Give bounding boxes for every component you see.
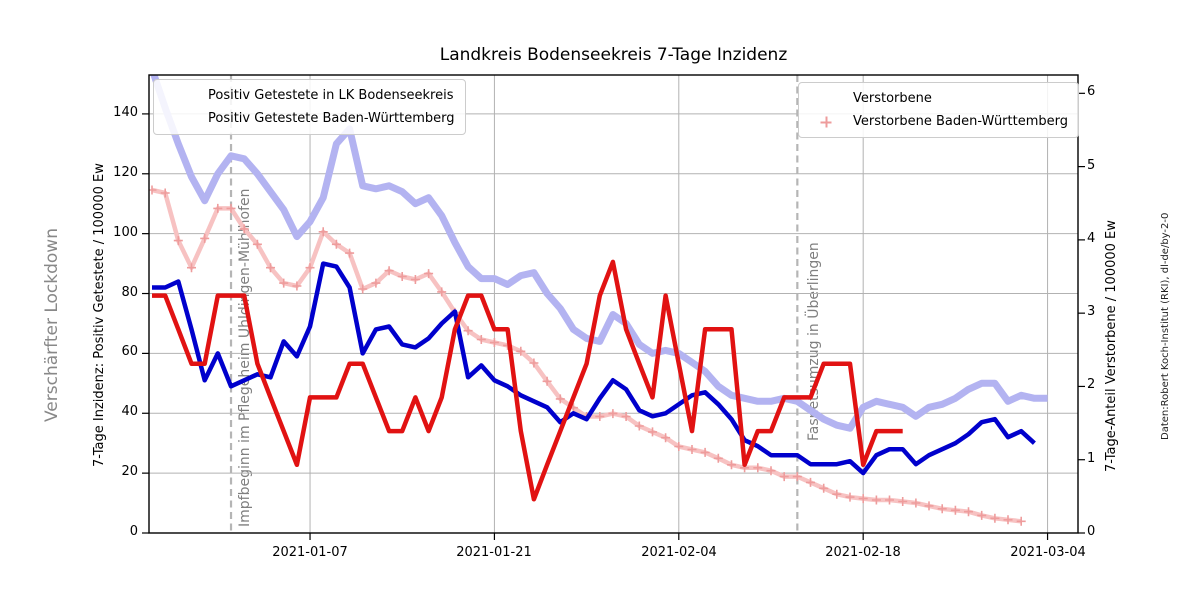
y-axis-label-left: 7-Tage Inzidenz: Positiv Getestete / 100… bbox=[92, 163, 107, 467]
chart-canvas bbox=[142, 74, 1085, 540]
line-swatch-pink bbox=[809, 116, 843, 127]
x-tick-date: 2021-01-07 bbox=[272, 545, 348, 560]
y-tick-left: 120 bbox=[113, 165, 138, 180]
y-tick-left: 20 bbox=[121, 464, 138, 479]
series-line-lk-deaths bbox=[152, 259, 903, 502]
line-swatch-lightblue bbox=[164, 115, 198, 122]
series-line-bw-incidence bbox=[150, 75, 1048, 432]
legend-item-bw-incidence: Positiv Getestete Baden-Württemberg bbox=[164, 111, 455, 126]
legend-item-lk-bodenseekreis: Positiv Getestete in LK Bodenseekreis bbox=[164, 88, 455, 103]
y-tick-right: 2 bbox=[1087, 377, 1096, 392]
x-tick-date: 2021-02-04 bbox=[641, 545, 717, 560]
y-tick-right: 6 bbox=[1087, 84, 1096, 99]
plus-markers-bw-deaths bbox=[149, 185, 1026, 526]
plus-marker-icon bbox=[820, 116, 832, 127]
y-tick-right: 1 bbox=[1087, 451, 1096, 466]
legend-label: Positiv Getestete Baden-Württemberg bbox=[208, 111, 455, 126]
x-tick-date: 2021-03-04 bbox=[1010, 545, 1086, 560]
y-tick-left: 100 bbox=[113, 225, 138, 240]
y-tick-right: 4 bbox=[1087, 231, 1096, 246]
y-tick-left: 140 bbox=[113, 105, 138, 120]
legend-item-verstorbene-bw: Verstorbene Baden-Württemberg bbox=[809, 114, 1068, 129]
legend-incidence: Positiv Getestete in LK Bodenseekreis Po… bbox=[153, 79, 466, 135]
legend-label: Verstorbene bbox=[853, 91, 932, 106]
line-swatch-blue bbox=[164, 94, 198, 98]
x-tick-date: 2021-02-18 bbox=[825, 545, 901, 560]
y-tick-left: 0 bbox=[129, 524, 138, 539]
series-line-lk-incidence bbox=[152, 261, 1036, 476]
plot-frame bbox=[148, 74, 1079, 534]
legend-item-verstorbene: Verstorbene bbox=[809, 91, 1068, 106]
y-axis-label-right: 7-Tage-Anteil Verstorbene / 100000 Ew bbox=[1104, 220, 1119, 472]
line-swatch-red bbox=[809, 97, 843, 101]
y-tick-left: 40 bbox=[121, 404, 138, 419]
chart-title: Landkreis Bodenseekreis 7-Tage Inzidenz bbox=[439, 45, 788, 65]
y-tick-left: 60 bbox=[121, 344, 138, 359]
lockdown-annotation: Verschärfter Lockdown bbox=[42, 228, 62, 422]
y-tick-right: 3 bbox=[1087, 304, 1096, 319]
y-tick-left: 80 bbox=[121, 285, 138, 300]
data-attribution: Daten:Robert Koch-Institut (RKI), dl-de/… bbox=[1160, 212, 1171, 440]
x-tick-date: 2021-01-21 bbox=[456, 545, 532, 560]
legend-label: Positiv Getestete in LK Bodenseekreis bbox=[208, 88, 454, 103]
legend-deaths: Verstorbene Verstorbene Baden-Württember… bbox=[798, 82, 1080, 138]
legend-label: Verstorbene Baden-Württemberg bbox=[853, 114, 1069, 129]
y-tick-right: 5 bbox=[1087, 158, 1096, 173]
y-tick-right: 0 bbox=[1087, 524, 1096, 539]
